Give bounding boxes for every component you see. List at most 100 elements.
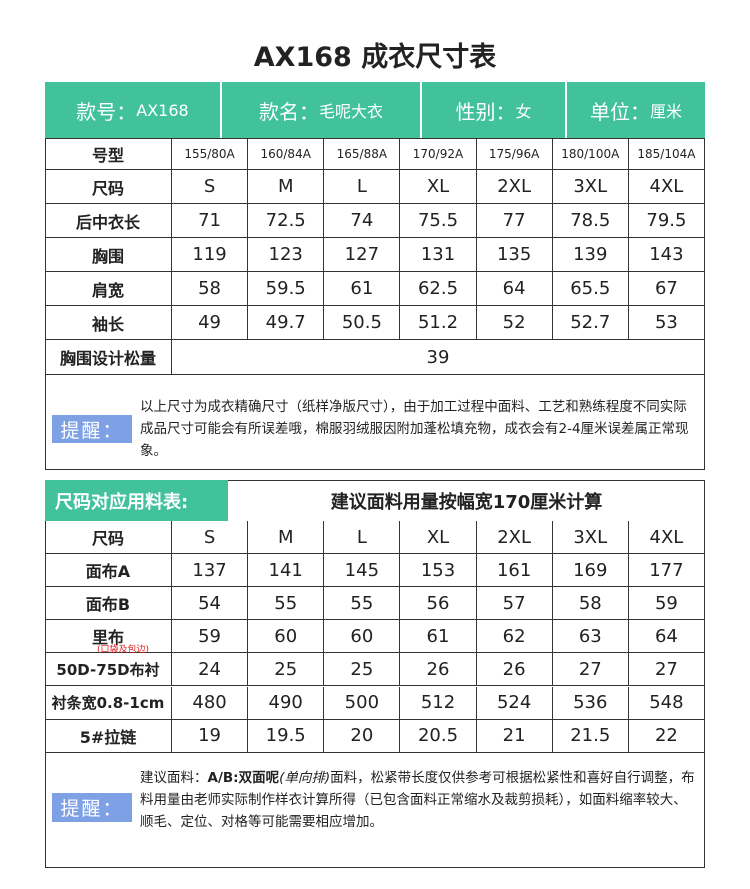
row-label: 胸围设计松量: [45, 340, 172, 375]
table-cell: 67: [628, 272, 705, 306]
material-subtitle: 建议面料用量按幅宽170厘米计算: [330, 491, 603, 513]
table-cell: 512: [400, 686, 477, 720]
row-label: 衬条宽0.8-1cm: [45, 686, 172, 720]
table-cell: 2XL: [476, 170, 553, 204]
table-cell: 548: [628, 686, 705, 720]
table-cell: 137: [172, 554, 249, 588]
table-cell: 490: [248, 686, 325, 720]
info-label: 款号：: [76, 99, 137, 124]
info-field: 款名： 毛呢大衣: [220, 82, 420, 138]
table-cell: 169: [552, 554, 629, 588]
table-cell: 480: [172, 686, 249, 720]
lining-note: (口袋及包边): [97, 645, 150, 656]
table-cell: 65.5: [552, 272, 629, 306]
note-italic: (单向排): [279, 770, 331, 786]
info-value: 女: [515, 102, 532, 121]
column-header: 3XL: [552, 521, 629, 555]
table-cell: 59.5: [248, 272, 325, 306]
column-header: S: [172, 521, 249, 555]
table-cell: 54: [172, 587, 249, 621]
table-cell: 177: [628, 554, 705, 588]
table-cell: 59: [172, 620, 249, 654]
table-cell: 161: [476, 554, 553, 588]
row-label: 尺码: [45, 170, 172, 204]
column-header: 185/104A: [628, 138, 705, 170]
row-label: 胸围: [45, 238, 172, 272]
row-label: 里布: [45, 620, 172, 654]
table-cell: 19.5: [248, 719, 325, 753]
info-bar: [45, 82, 705, 138]
info-value: AX168: [136, 100, 189, 120]
table-cell: 64: [476, 272, 553, 306]
table-cell: 21: [476, 719, 553, 753]
table-cell: 145: [324, 554, 401, 588]
table-cell: 64: [628, 620, 705, 654]
table-cell: XL: [400, 170, 477, 204]
material-title: 尺码对应用料表:: [45, 480, 228, 521]
table-cell: 52: [476, 306, 553, 340]
table-cell: 59: [628, 587, 705, 621]
row-label: 5#拉链: [45, 719, 172, 753]
row-label: 50D-75D布衬: [45, 653, 172, 687]
table-cell: 3XL: [552, 170, 629, 204]
row-label: 尺码: [45, 521, 172, 555]
table-cell: 57: [476, 587, 553, 621]
table-cell: 55: [324, 587, 401, 621]
table-cell: 26: [400, 653, 477, 687]
table-cell: 60: [248, 620, 325, 654]
table-cell: 500: [324, 686, 401, 720]
column-header: 170/92A: [400, 138, 477, 170]
table-cell: 25: [248, 653, 325, 687]
table-cell: 153: [400, 554, 477, 588]
info-label: 款名：: [258, 99, 319, 124]
column-header: 175/96A: [476, 138, 553, 170]
table-cell: 56: [400, 587, 477, 621]
info-value: 厘米: [649, 102, 682, 121]
table-cell: 141: [248, 554, 325, 588]
table-cell: S: [172, 170, 249, 204]
note-text: 建议面料：A/B:双面呢(单向排)面料，松紧带长度仅供参考可根据松紧性和喜好自行…: [140, 767, 696, 833]
table-cell: 127: [324, 238, 401, 272]
row-label: 面布A: [45, 554, 172, 588]
info-label: 单位：: [589, 99, 650, 124]
table-cell: 61: [400, 620, 477, 654]
table-cell: 119: [172, 238, 249, 272]
note-text: 建议面料：: [140, 770, 208, 786]
note-text: 以上尺寸为成衣精确尺寸（纸样净版尺寸），由于加工过程中面料、工艺和熟练程度不同实…: [140, 399, 689, 459]
table-cell: 58: [552, 587, 629, 621]
column-header: L: [324, 521, 401, 555]
table-cell: 62: [476, 620, 553, 654]
table-cell: 74: [324, 204, 401, 238]
table-cell: 139: [552, 238, 629, 272]
info-label: 性别：: [455, 99, 516, 124]
info-field: 性别：女: [420, 82, 565, 138]
table-cell: 62.5: [400, 272, 477, 306]
table-cell: 72.5: [248, 204, 325, 238]
table-cell: 131: [400, 238, 477, 272]
table-cell: 61: [324, 272, 401, 306]
table-cell: 20: [324, 719, 401, 753]
table-cell: 26: [476, 653, 553, 687]
table-cell: 52.7: [552, 306, 629, 340]
table-cell: 22: [628, 719, 705, 753]
table-cell: 79.5: [628, 204, 705, 238]
table-cell: 49: [172, 306, 249, 340]
column-header: 165/88A: [324, 138, 401, 170]
table-cell: 71: [172, 204, 249, 238]
column-header: 2XL: [476, 521, 553, 555]
table-cell: 51.2: [400, 306, 477, 340]
note-bold: A/B:双面呢: [207, 770, 280, 786]
table-cell: 50.5: [324, 306, 401, 340]
table-cell: 524: [476, 686, 553, 720]
info-field: 单位： 厘米: [565, 82, 705, 138]
table-cell: 60: [324, 620, 401, 654]
table-cell: 135: [476, 238, 553, 272]
table-cell: 123: [248, 238, 325, 272]
table-cell: 53: [628, 306, 705, 340]
note-label: 提醒：: [52, 415, 132, 443]
note-text: 面料，松紧带长度仅供参考可根据松紧性和喜好自行调整，布料用量由老师实际制作样衣计…: [140, 770, 695, 830]
table-cell: L: [324, 170, 401, 204]
row-label: 面布B: [45, 587, 172, 621]
table-cell: 77: [476, 204, 553, 238]
